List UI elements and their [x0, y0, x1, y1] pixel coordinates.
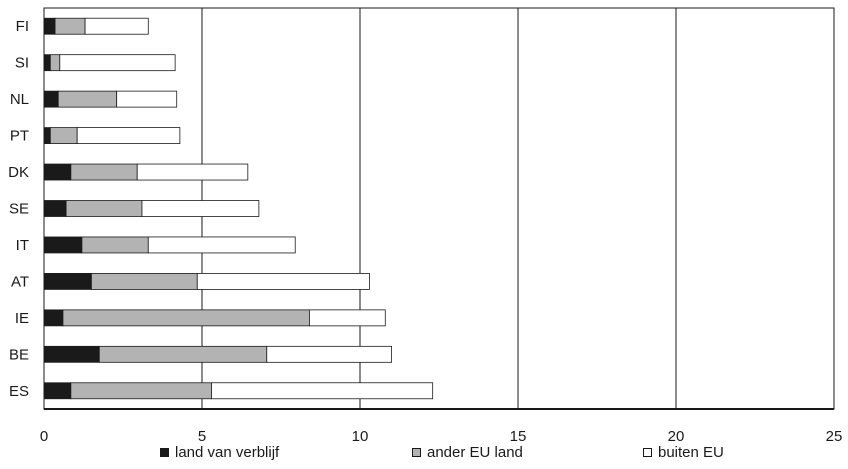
- legend-label-0: land van verblijf: [175, 444, 280, 461]
- bar-ie-series-2: [309, 309, 386, 327]
- y-tick-label-se: SE: [9, 201, 29, 218]
- bar-ie-series-0: [43, 309, 64, 327]
- legend-label-2: buiten EU: [658, 444, 724, 461]
- x-tick-label-4: 20: [668, 428, 685, 445]
- bar-it-series-1: [81, 236, 149, 254]
- bar-pt-series-2: [76, 127, 181, 144]
- bar-nl-series-2: [116, 90, 178, 108]
- x-tick-label-3: 15: [510, 428, 527, 445]
- bar-fi-series-2: [84, 17, 149, 35]
- y-tick-label-pt: PT: [10, 128, 29, 145]
- bar-be-series-2: [266, 345, 392, 363]
- bar-ie-series-1: [62, 309, 310, 327]
- bar-it-series-0: [43, 236, 83, 254]
- legend-item-1: ander EU land: [412, 444, 523, 461]
- bar-se-series-1: [65, 200, 143, 217]
- bar-pt-series-0: [43, 127, 51, 144]
- y-tick-label-it: IT: [16, 237, 29, 254]
- legend-swatch-1: [412, 448, 421, 457]
- x-tick-label-1: 5: [198, 428, 206, 445]
- legend-swatch-0: [160, 448, 169, 457]
- x-tick-label-2: 10: [352, 428, 369, 445]
- bar-si-series-0: [43, 54, 51, 72]
- bar-pt-series-1: [49, 127, 78, 144]
- legend-item-0: land van verblijf: [160, 444, 279, 461]
- bar-be-series-0: [43, 345, 100, 363]
- bar-dk-series-0: [43, 163, 72, 181]
- bar-fi-series-0: [43, 17, 56, 35]
- y-tick-label-nl: NL: [10, 91, 29, 108]
- legend-item-2: buiten EU: [643, 444, 724, 461]
- bar-se-series-0: [43, 200, 67, 217]
- bar-se-series-2: [141, 200, 260, 217]
- legend-label-1: ander EU land: [427, 444, 523, 461]
- bar-es-series-0: [43, 382, 72, 400]
- bar-si-series-2: [59, 54, 176, 72]
- y-tick-label-be: BE: [9, 346, 29, 363]
- x-tick-label-5: 25: [826, 428, 843, 445]
- y-tick-label-si: SI: [15, 55, 29, 72]
- bar-at-series-1: [91, 273, 198, 290]
- y-tick-label-dk: DK: [8, 164, 29, 181]
- bar-nl-series-1: [57, 90, 118, 108]
- bar-at-series-2: [196, 273, 370, 290]
- bar-at-series-0: [43, 273, 92, 290]
- x-tick-label-0: 0: [40, 428, 48, 445]
- y-tick-label-at: AT: [11, 273, 29, 290]
- bar-it-series-2: [147, 236, 296, 254]
- legend-swatch-2: [643, 448, 652, 457]
- bar-be-series-1: [98, 345, 268, 363]
- bar-fi-series-1: [54, 17, 86, 35]
- bar-es-series-2: [211, 382, 434, 400]
- y-tick-label-es: ES: [9, 383, 29, 400]
- bar-si-series-1: [49, 54, 61, 72]
- bar-nl-series-0: [43, 90, 59, 108]
- y-tick-label-ie: IE: [15, 310, 29, 327]
- y-tick-label-fi: FI: [16, 18, 29, 35]
- bar-dk-series-1: [70, 163, 138, 181]
- bar-es-series-1: [70, 382, 212, 400]
- legend: land van verblijf ander EU land buiten E…: [0, 444, 848, 468]
- bar-dk-series-2: [136, 163, 249, 181]
